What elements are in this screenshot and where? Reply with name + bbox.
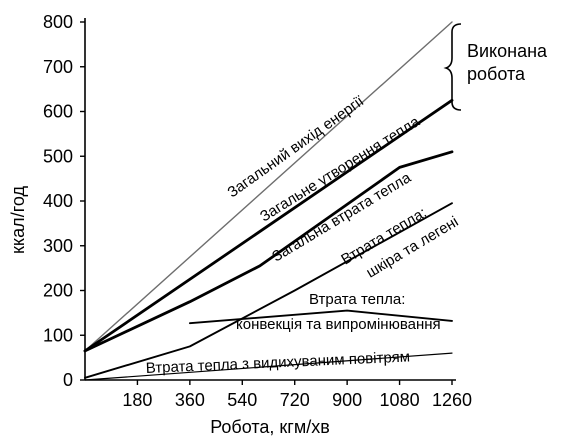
work-done-bracket bbox=[443, 23, 462, 111]
work-done-label-line1: Виконана bbox=[467, 41, 548, 61]
x-tick-label: 720 bbox=[280, 390, 310, 410]
x-tick-label: 1260 bbox=[432, 390, 472, 410]
x-tick-group: 180 360 540 720 900 1080 1260 bbox=[122, 380, 472, 410]
y-tick-label: 400 bbox=[43, 191, 73, 211]
x-axis-title: Робота, кгм/хв bbox=[210, 417, 330, 437]
work-done-label-line2: робота bbox=[467, 64, 526, 84]
total-output-label: Загальний вихід енергії bbox=[224, 92, 367, 201]
x-tick-label: 180 bbox=[122, 390, 152, 410]
x-tick-label: 540 bbox=[227, 390, 257, 410]
x-tick-label: 360 bbox=[175, 390, 205, 410]
y-tick-label: 800 bbox=[43, 12, 73, 32]
convection-label-line1: Втрата тепла: bbox=[309, 291, 405, 308]
y-tick-label: 700 bbox=[43, 57, 73, 77]
y-tick-label: 0 bbox=[63, 370, 73, 390]
series-line-1 bbox=[84, 21, 453, 352]
y-tick-label: 200 bbox=[43, 281, 73, 301]
series-line-3 bbox=[83, 150, 454, 353]
series-group bbox=[83, 21, 454, 381]
exhaled-air-label: Втрата тепла з видихуваним повітрям bbox=[145, 348, 410, 377]
y-tick-group: 0 100 200 300 400 500 600 700 800 bbox=[43, 12, 85, 390]
y-tick-label: 100 bbox=[43, 325, 73, 345]
convection-label-line2: конвекція та випромінювання bbox=[236, 316, 441, 333]
x-tick-label: 1080 bbox=[380, 390, 420, 410]
x-tick-label: 900 bbox=[332, 390, 362, 410]
series-line-5 bbox=[188, 309, 453, 325]
y-axis-title: ккал/год bbox=[8, 186, 28, 254]
series-line-2 bbox=[83, 98, 454, 353]
series-line-6 bbox=[84, 352, 453, 381]
y-tick-label: 600 bbox=[43, 102, 73, 122]
y-tick-label: 500 bbox=[43, 146, 73, 166]
y-tick-label: 300 bbox=[43, 236, 73, 256]
axes-group bbox=[84, 18, 456, 381]
